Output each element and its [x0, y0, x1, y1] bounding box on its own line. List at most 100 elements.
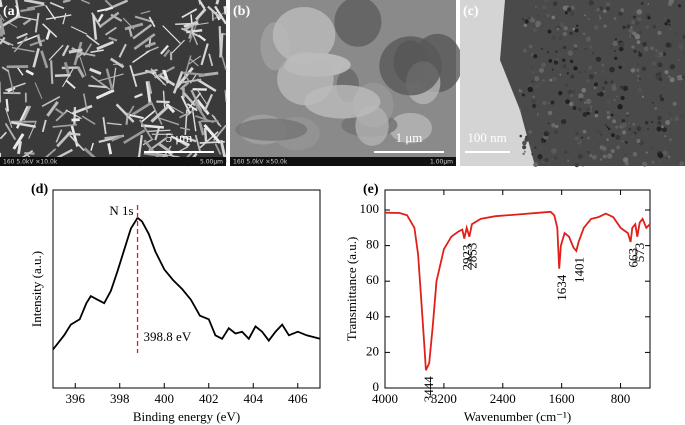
texture [652, 61, 656, 66]
texture [622, 85, 629, 91]
texture [161, 100, 184, 114]
texture [538, 159, 541, 161]
texture [661, 83, 666, 89]
texture [618, 46, 624, 52]
texture [677, 58, 680, 61]
texture [531, 53, 534, 56]
texture [190, 89, 203, 112]
texture [102, 117, 107, 135]
texture [72, 104, 93, 115]
peak-label: 573 [632, 243, 647, 263]
texture [547, 110, 553, 116]
texture [23, 0, 45, 6]
texture [643, 46, 649, 52]
texture [555, 50, 558, 54]
texture [17, 34, 40, 45]
texture [594, 71, 597, 74]
texture [677, 74, 683, 81]
texture [599, 158, 603, 161]
texture [636, 68, 640, 72]
texture [80, 0, 91, 5]
texture [214, 143, 222, 155]
y-tick-label: 20 [366, 343, 379, 358]
texture [628, 27, 634, 34]
texture [540, 62, 546, 68]
texture [670, 118, 673, 121]
texture [607, 153, 613, 159]
texture [530, 66, 534, 69]
texture [527, 86, 533, 93]
texture [664, 70, 669, 75]
texture [647, 3, 650, 6]
texture [17, 140, 22, 155]
texture [196, 98, 210, 116]
texture [16, 32, 28, 40]
texture [636, 126, 642, 132]
texture [532, 71, 535, 74]
texture [557, 52, 562, 57]
texture [645, 121, 649, 125]
info-bar [230, 157, 456, 166]
x-tick-label: 396 [66, 391, 86, 406]
x-tick-label: 400 [155, 391, 175, 406]
texture [522, 18, 525, 21]
texture [582, 32, 586, 35]
texture [668, 138, 673, 142]
texture [581, 136, 584, 139]
texture [36, 34, 43, 47]
texture [541, 4, 546, 9]
texture [553, 156, 558, 160]
texture [0, 22, 4, 37]
texture [235, 118, 308, 141]
texture [186, 29, 203, 34]
texture [7, 86, 16, 93]
texture [548, 59, 553, 63]
texture [600, 151, 603, 154]
texture [603, 24, 607, 28]
texture [650, 46, 655, 51]
texture [196, 78, 217, 92]
texture [221, 55, 227, 71]
texture [669, 27, 672, 30]
texture [15, 0, 21, 19]
texture [22, 105, 32, 121]
texture [169, 39, 185, 56]
texture [170, 135, 191, 147]
texture [589, 105, 593, 109]
texture [637, 17, 642, 22]
texture [554, 129, 559, 135]
texture [12, 133, 25, 150]
texture [1, 66, 10, 73]
texture [614, 50, 616, 53]
texture [630, 26, 633, 29]
texture [115, 103, 135, 123]
texture [594, 82, 598, 87]
texture [13, 36, 28, 53]
texture [181, 78, 202, 84]
texture [626, 24, 631, 29]
texture [165, 103, 176, 114]
info-text: 1.00μm [430, 159, 453, 166]
texture [569, 93, 574, 97]
texture [639, 31, 641, 33]
texture [585, 106, 592, 113]
x-tick-label: 398 [110, 391, 130, 406]
texture [151, 102, 163, 125]
texture [593, 86, 597, 90]
texture [180, 126, 191, 131]
texture [223, 6, 228, 15]
texture [183, 73, 190, 82]
texture [632, 122, 636, 126]
texture [54, 73, 71, 78]
texture [564, 150, 568, 154]
texture [50, 60, 54, 84]
texture [587, 17, 590, 21]
texture [566, 7, 572, 12]
texture [612, 119, 617, 124]
texture [593, 24, 599, 30]
texture [661, 125, 664, 129]
texture [609, 66, 615, 73]
texture [203, 123, 222, 144]
texture [642, 161, 648, 167]
texture [603, 90, 606, 93]
